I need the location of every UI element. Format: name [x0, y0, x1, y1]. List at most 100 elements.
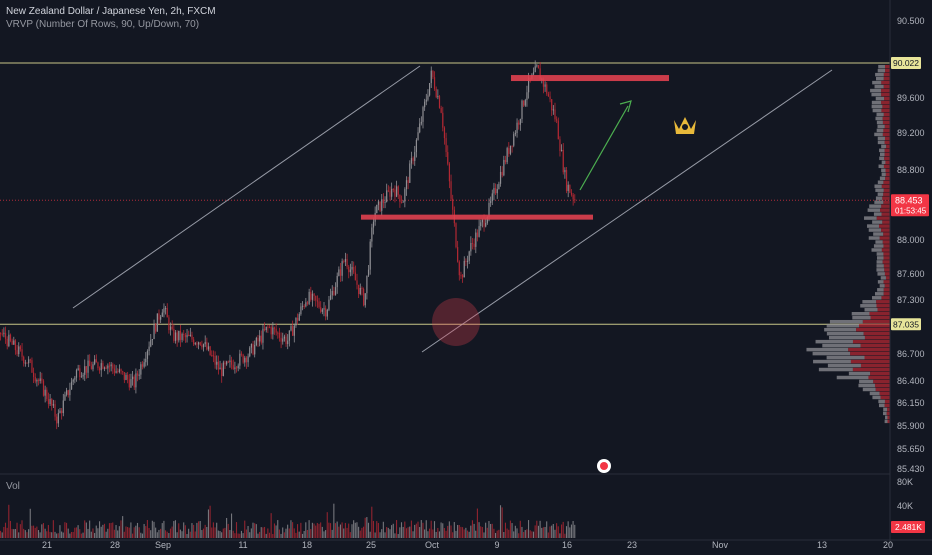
- candle-body: [212, 355, 215, 357]
- candle-body: [326, 309, 328, 317]
- volume-bar: [343, 528, 345, 538]
- vp-row-down: [870, 315, 890, 320]
- candle-body: [516, 122, 518, 134]
- volume-bar: [272, 533, 274, 538]
- volume-bars: [0, 503, 576, 538]
- volume-bar: [437, 527, 439, 538]
- volume-bar: [23, 528, 25, 538]
- vp-row-down: [883, 200, 890, 204]
- volume-bar: [549, 526, 551, 538]
- time-tick-label: Oct: [425, 540, 440, 550]
- vp-row-up: [829, 319, 863, 324]
- candle-body: [232, 364, 234, 369]
- volume-bar: [132, 533, 134, 538]
- vp-row-up: [881, 160, 886, 165]
- volume-bar: [13, 529, 15, 538]
- volume-bar: [356, 522, 358, 538]
- vp-row-up: [875, 116, 883, 121]
- volume-bar: [229, 530, 231, 538]
- vp-row-up: [822, 343, 861, 348]
- volume-bar: [280, 533, 282, 538]
- candle-body: [491, 193, 493, 202]
- volume-bar: [351, 524, 353, 538]
- volume-bar: [102, 524, 104, 538]
- candle-body: [174, 332, 177, 341]
- volume-bar: [198, 521, 200, 538]
- candle-body: [85, 366, 87, 373]
- volume-bar: [462, 527, 464, 538]
- volume-bar: [46, 531, 48, 538]
- volume-bar: [471, 520, 473, 538]
- volume-pane-label[interactable]: Vol: [6, 481, 20, 492]
- volume-bar: [204, 524, 206, 538]
- volume-bar: [330, 523, 332, 538]
- volume-bar: [442, 523, 444, 538]
- resistance-badge-text: 90.022: [893, 58, 919, 68]
- volume-bar: [316, 522, 318, 538]
- volume-bar: [117, 530, 119, 538]
- candle-body: [452, 198, 454, 210]
- volume-bar: [128, 527, 130, 538]
- candle-body: [371, 227, 373, 242]
- volume-bar: [354, 522, 356, 538]
- candle-body: [87, 360, 89, 373]
- candle-body: [21, 349, 23, 357]
- vp-row-up: [868, 228, 882, 232]
- candle-body: [364, 293, 366, 306]
- symbol-title[interactable]: New Zealand Dollar / Japanese Yen, 2h, F…: [6, 6, 216, 17]
- volume-bar: [374, 532, 376, 538]
- vp-row-down: [884, 399, 890, 404]
- candle-body: [354, 272, 356, 281]
- candle-body: [136, 373, 139, 376]
- volume-bar: [268, 532, 271, 538]
- vp-row-up: [860, 304, 877, 308]
- candle-body: [470, 243, 472, 252]
- candle-body: [107, 365, 109, 369]
- volume-bar: [531, 531, 533, 538]
- volume-bar: [364, 517, 366, 538]
- volume-bar: [264, 526, 266, 538]
- candle-body: [321, 309, 323, 312]
- volume-bar: [523, 531, 525, 538]
- volume-bar: [445, 530, 447, 538]
- candle-body: [191, 334, 193, 340]
- candle-body: [115, 371, 117, 373]
- candle-body: [556, 119, 558, 121]
- candle-body: [493, 188, 495, 194]
- time-tick-label: Nov: [712, 540, 729, 550]
- volume-bar: [267, 528, 269, 538]
- candle-body: [125, 375, 127, 380]
- candle-body: [381, 199, 383, 211]
- volume-bar: [125, 526, 127, 538]
- vp-row-up: [871, 100, 882, 105]
- vp-row-down: [873, 379, 890, 384]
- volume-bar: [99, 521, 101, 538]
- vp-row-up: [875, 72, 884, 77]
- candle-body: [462, 275, 464, 278]
- vp-row-down: [883, 76, 890, 81]
- indicator-title[interactable]: VRVP (Number Of Rows, 90, Up/Down, 70): [6, 19, 200, 30]
- volume-bar: [56, 533, 58, 538]
- volume-bar: [273, 523, 275, 538]
- candle-body: [557, 120, 559, 140]
- price-tick-label: 88.800: [897, 165, 925, 175]
- candle-body: [570, 192, 573, 195]
- candle-body: [549, 96, 551, 100]
- candle-body: [519, 119, 521, 125]
- candle-body: [108, 365, 111, 367]
- volume-bar: [107, 528, 109, 538]
- candle-body: [346, 258, 348, 267]
- candle-body: [198, 342, 200, 345]
- volume-bar: [433, 521, 436, 538]
- volume-bar: [122, 516, 124, 538]
- volume-bar: [504, 522, 506, 538]
- volume-bar: [59, 525, 61, 538]
- candle-body: [127, 375, 129, 380]
- candle-body: [460, 275, 462, 277]
- vp-row-down: [883, 192, 890, 196]
- candle-body: [44, 389, 46, 396]
- volume-bar: [486, 527, 488, 538]
- candle-body: [420, 121, 422, 124]
